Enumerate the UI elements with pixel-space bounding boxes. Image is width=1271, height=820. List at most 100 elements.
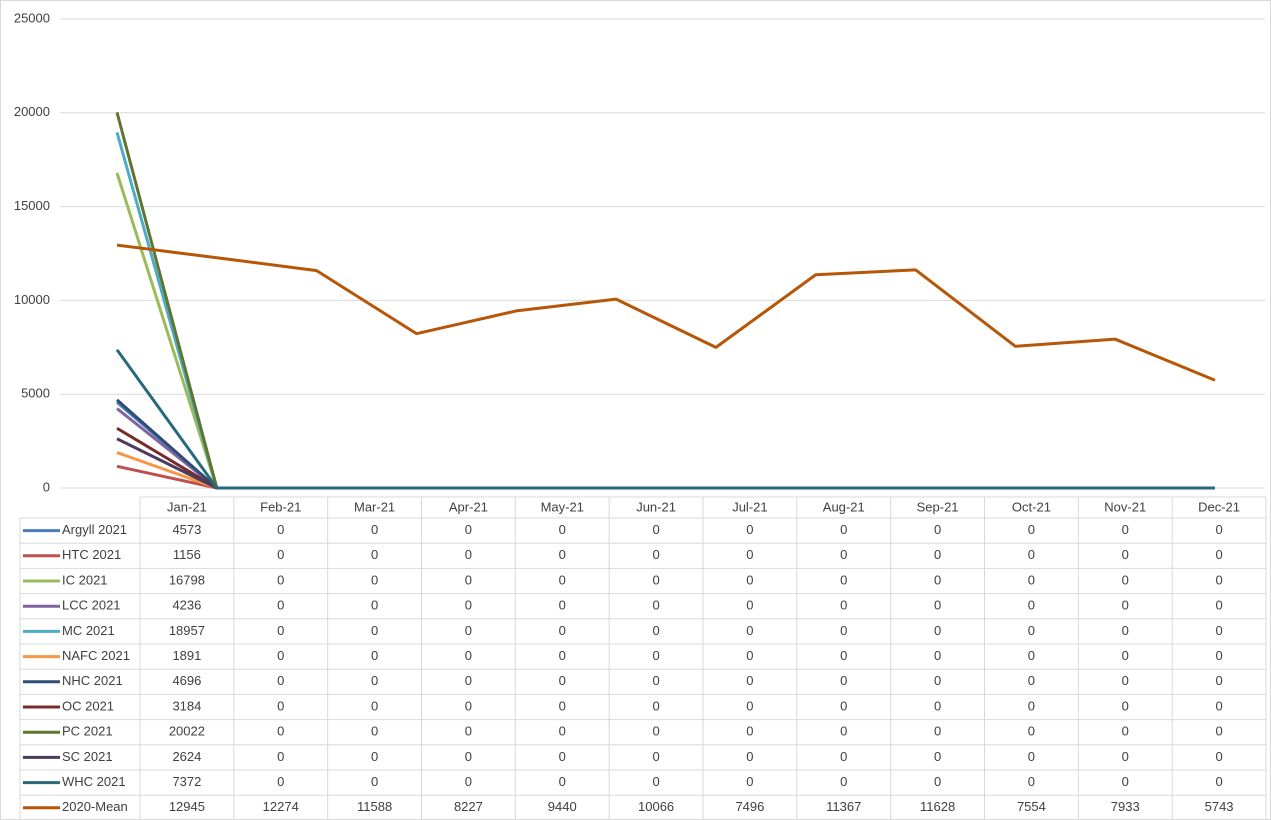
table-value: 0 [1215, 648, 1222, 663]
table-value: 0 [371, 623, 378, 638]
table-value: 0 [840, 724, 847, 739]
table-value: 0 [277, 648, 284, 663]
table-value: 11367 [826, 799, 861, 814]
table-value: 0 [559, 623, 566, 638]
table-value: 0 [1028, 774, 1035, 789]
table-value: 12945 [169, 799, 205, 814]
table-value: 0 [746, 724, 753, 739]
table-value: 0 [746, 648, 753, 663]
table-value: 0 [371, 774, 378, 789]
table-value: 1156 [173, 547, 201, 562]
table-value: 0 [277, 547, 284, 562]
table-value: 0 [1028, 749, 1035, 764]
table-value: 0 [277, 698, 284, 713]
table-value: 0 [1028, 724, 1035, 739]
table-value: 0 [840, 522, 847, 537]
table-value: 0 [652, 774, 659, 789]
legend-label: LCC 2021 [62, 598, 121, 613]
table-value: 0 [840, 547, 847, 562]
table-value: 0 [652, 572, 659, 587]
table-value: 0 [746, 673, 753, 688]
table-value: 0 [840, 648, 847, 663]
legend-label: PC 2021 [62, 724, 113, 739]
table-value: 0 [559, 724, 566, 739]
table-value: 5743 [1205, 799, 1234, 814]
table-value: 18957 [169, 623, 205, 638]
table-value: 7554 [1017, 799, 1046, 814]
table-value: 0 [934, 572, 941, 587]
table-value: 0 [1215, 774, 1222, 789]
table-value: 0 [934, 724, 941, 739]
table-value: 0 [1215, 623, 1222, 638]
table-value: 0 [559, 522, 566, 537]
table-value: 0 [559, 648, 566, 663]
table-value: 0 [371, 698, 378, 713]
x-tick-label: Jul-21 [732, 499, 767, 514]
legend-label: NHC 2021 [62, 673, 123, 688]
table-value: 0 [1122, 673, 1129, 688]
table-value: 0 [746, 547, 753, 562]
x-tick-label: Jan-21 [167, 499, 207, 514]
table-value: 0 [371, 648, 378, 663]
table-value: 0 [934, 698, 941, 713]
table-value: 0 [1215, 547, 1222, 562]
table-value: 0 [652, 547, 659, 562]
table-value: 0 [1122, 774, 1129, 789]
table-value: 11588 [357, 799, 392, 814]
table-value: 0 [1215, 673, 1222, 688]
legend-label: OC 2021 [62, 698, 114, 713]
series-line [115, 348, 1215, 490]
y-tick-label: 25000 [14, 10, 50, 25]
table-value: 9440 [548, 799, 577, 814]
x-tick-label: Dec-21 [1198, 499, 1240, 514]
table-value: 0 [559, 673, 566, 688]
x-tick-label: Feb-21 [260, 499, 301, 514]
table-value: 0 [277, 673, 284, 688]
table-value: 0 [840, 698, 847, 713]
table-value: 16798 [169, 572, 205, 587]
table-value: 0 [1028, 673, 1035, 688]
table-value: 0 [746, 598, 753, 613]
table-value: 7933 [1111, 799, 1140, 814]
table-value: 0 [465, 623, 472, 638]
table-value: 4696 [172, 673, 201, 688]
table-value: 0 [371, 724, 378, 739]
table-value: 0 [840, 623, 847, 638]
table-value: 0 [746, 522, 753, 537]
table-value: 0 [1028, 648, 1035, 663]
table-value: 0 [746, 623, 753, 638]
y-tick-label: 5000 [21, 386, 50, 401]
table-value: 0 [652, 648, 659, 663]
y-tick-label: 10000 [14, 292, 50, 307]
table-value: 0 [1028, 598, 1035, 613]
table-value: 0 [746, 749, 753, 764]
table-value: 10066 [638, 799, 674, 814]
table-value: 1891 [172, 648, 201, 663]
table-value: 11628 [920, 799, 955, 814]
y-tick-label: 0 [43, 479, 50, 494]
table-value: 0 [1028, 698, 1035, 713]
table-value: 0 [559, 572, 566, 587]
x-tick-label: Aug-21 [823, 499, 865, 514]
x-tick-label: Sep-21 [917, 499, 959, 514]
table-value: 0 [371, 547, 378, 562]
legend-label: IC 2021 [62, 572, 108, 587]
table-value: 0 [746, 572, 753, 587]
table-value: 0 [652, 522, 659, 537]
table-value: 0 [1122, 572, 1129, 587]
table-value: 0 [1122, 522, 1129, 537]
legend-label: 2020-Mean [62, 799, 128, 814]
x-tick-label: Apr-21 [449, 499, 488, 514]
table-value: 0 [465, 698, 472, 713]
table-value: 0 [652, 598, 659, 613]
table-value: 0 [1215, 522, 1222, 537]
table-value: 0 [277, 623, 284, 638]
x-tick-label: May-21 [541, 499, 584, 514]
table-value: 0 [1215, 749, 1222, 764]
table-value: 0 [559, 698, 566, 713]
table-value: 0 [465, 724, 472, 739]
table-value: 0 [1122, 749, 1129, 764]
series-line [116, 243, 1216, 382]
table-value: 0 [652, 623, 659, 638]
